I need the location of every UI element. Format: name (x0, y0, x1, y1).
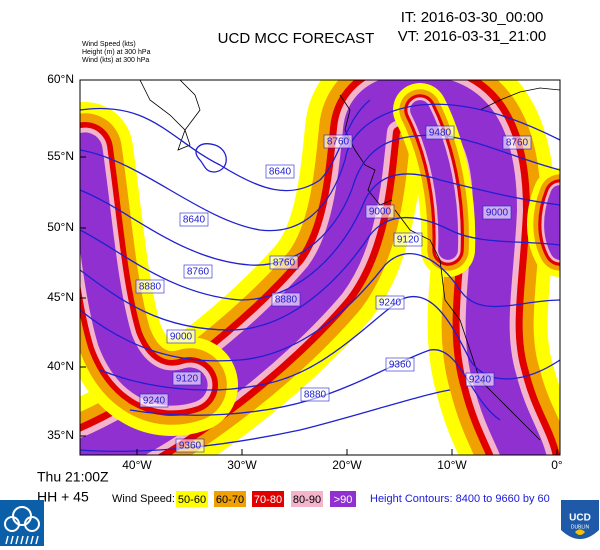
legend-swatch (252, 491, 284, 507)
legend-title: Wind Speed: (112, 493, 175, 505)
lon-label: 30°W (227, 458, 257, 472)
contour-label: 9240 (379, 298, 402, 309)
contour-label-box (183, 264, 213, 279)
contour-label: 9480 (429, 128, 452, 139)
contour-label: 9000 (170, 332, 193, 343)
contour-label-box (425, 125, 455, 140)
init-time: IT: 2016-03-30_00:00 (401, 9, 544, 26)
contour-label-box (393, 232, 423, 247)
lat-label: 60°N (47, 72, 74, 86)
contour-label: 9240 (469, 375, 492, 386)
contour-label: 8880 (275, 295, 298, 306)
lat-label: 50°N (47, 220, 74, 234)
legend-label: 50-60 (178, 494, 206, 506)
contour-label: 9120 (176, 374, 199, 385)
contour-label: 9000 (369, 207, 392, 218)
lat-label: 40°N (47, 359, 74, 373)
contour-label-box (139, 393, 169, 408)
contour-label-box (135, 279, 165, 294)
title: UCD MCC FORECAST (218, 30, 375, 47)
contour-label: 8880 (304, 390, 327, 401)
contour-label-box (166, 329, 196, 344)
mcc-logo (0, 500, 44, 546)
contour-label-box (502, 135, 532, 150)
ucd-logo: UCD DUBLIN (561, 500, 599, 539)
contour-label-box (269, 255, 299, 270)
lat-label: 55°N (47, 149, 74, 163)
contour-label: 8640 (269, 167, 292, 178)
contour-label: 9120 (397, 235, 420, 246)
contour-label: 8760 (506, 138, 529, 149)
wind-speed-shading (80, 80, 560, 455)
contour-label-box (465, 372, 495, 387)
contour-label-box (179, 212, 209, 227)
graticule-labels: 60°N 55°N 50°N 45°N 40°N 35°N 40°W 30°W 20°W 10°W… (47, 72, 563, 472)
contour-label: 9360 (179, 441, 202, 452)
logo-name: UCD (569, 513, 591, 524)
lat-label: 45°N (47, 290, 74, 304)
contour-labels: 8640 8760 8640 8760 8760 8880 8880 9000 9120 9240… (135, 125, 532, 453)
legend-swatch (330, 491, 356, 507)
contour-label: 8760 (187, 267, 210, 278)
wind-band (410, 100, 459, 260)
coastlines (139, 80, 560, 441)
contour-label: 9240 (143, 396, 166, 407)
legend-label: 60-70 (216, 494, 244, 506)
contour-label-box (271, 292, 301, 307)
contour-label-box (265, 164, 295, 179)
legend-label: >90 (334, 494, 353, 506)
contour-label: 8880 (139, 282, 162, 293)
legend-swatch (214, 491, 246, 507)
contour-label: 9360 (389, 360, 412, 371)
field-label: Height (m) at 300 hPa (82, 49, 151, 56)
contours-note: Height Contours: 8400 to 9660 by 60 (370, 493, 550, 505)
legend-label: 80-90 (293, 494, 321, 506)
contour-label-box (323, 134, 353, 149)
contour-label-box (172, 371, 202, 386)
contour-label-box (365, 204, 395, 219)
contour-label: 9000 (486, 208, 509, 219)
valid-day-time: Thu 21:00Z (37, 469, 109, 485)
contour-label: 8760 (327, 137, 350, 148)
lon-label: 10°W (437, 458, 467, 472)
contour-label-box (482, 205, 512, 220)
field-label: Wind Speed (kts) (82, 41, 136, 48)
contour-label: 8640 (183, 215, 206, 226)
contour-label-box (175, 438, 205, 453)
contour-label-box (300, 387, 330, 402)
contour-label-box (375, 295, 405, 310)
logo-city: DUBLIN (571, 524, 590, 530)
legend-label: 70-80 (254, 494, 282, 506)
lead-time: HH + 45 (37, 489, 89, 505)
contour-label-box (385, 357, 415, 372)
lat-label: 35°N (47, 428, 74, 442)
contour-label: 8760 (273, 258, 296, 269)
field-label: Wind (kts) at 300 hPa (82, 57, 149, 64)
legend-swatch (176, 491, 208, 507)
wind-band (544, 185, 560, 260)
legend-swatch (291, 491, 323, 507)
map-frame (79, 79, 561, 456)
map-area: 8640 8760 8640 8760 8760 8880 8880 9000 9120 9240… (80, 80, 560, 455)
lon-label: 0° (551, 458, 563, 472)
legend: 50-60 60-70 70-80 80-90 >90 (176, 491, 356, 507)
valid-time: VT: 2016-03-31_21:00 (398, 28, 546, 45)
lon-label: 40°W (122, 458, 152, 472)
lon-label: 20°W (332, 458, 362, 472)
